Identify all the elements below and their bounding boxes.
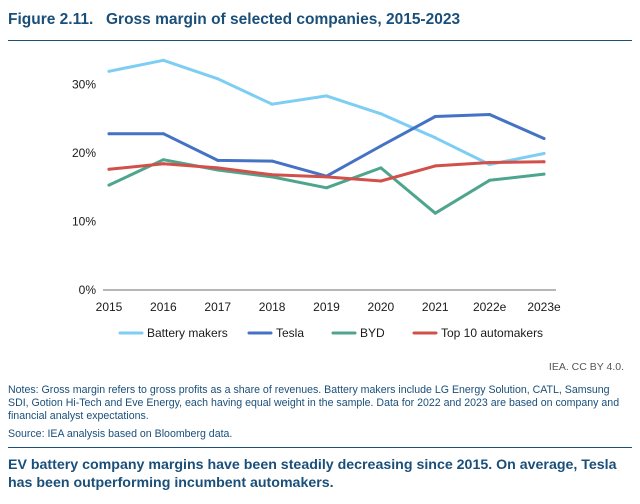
figure-number: Figure 2.11.	[8, 11, 94, 28]
x-tick-label: 2022e	[473, 300, 507, 314]
source-text: Source: IEA analysis based on Bloomberg …	[8, 428, 233, 440]
legend-label-battery-makers: Battery makers	[147, 326, 228, 340]
data-point-battery-makers	[107, 69, 111, 73]
series-layer	[107, 58, 546, 215]
data-point-battery-makers	[216, 77, 220, 81]
data-point-battery-makers	[325, 94, 328, 98]
x-tick-label: 2021	[422, 300, 449, 314]
x-tick-label: 2016	[150, 300, 177, 314]
data-point-battery-makers	[542, 152, 546, 155]
credit-text: IEA. CC BY 4.0.	[548, 361, 624, 373]
y-tick-label: 10%	[72, 214, 96, 228]
data-point-top-10-automakers	[542, 160, 546, 164]
data-point-top-10-automakers	[433, 164, 437, 168]
caption-text: EV battery company margins have been ste…	[8, 457, 617, 491]
x-tick-label: 2015	[96, 300, 123, 314]
data-point-top-10-automakers	[161, 162, 165, 166]
x-tick-label: 2023e	[527, 300, 561, 314]
data-point-battery-makers	[433, 136, 437, 140]
data-point-byd	[488, 178, 492, 182]
figure-header: Figure 2.11. Gross margin of selected com…	[8, 11, 460, 29]
chart-legend: Battery makers Tesla BYD Top 10 automakers	[118, 326, 543, 340]
data-point-tesla	[216, 158, 220, 162]
data-point-byd	[542, 172, 546, 176]
data-point-byd	[107, 183, 111, 187]
data-point-tesla	[161, 132, 165, 136]
data-point-tesla	[488, 113, 492, 116]
x-tick-label: 2017	[204, 300, 231, 314]
data-point-top-10-automakers	[379, 179, 383, 183]
data-point-byd	[433, 211, 437, 215]
line-chart: 2015 2016 2017 2018 2019 2020 2021 2022e 2023e 0%…	[72, 58, 561, 340]
data-point-tesla	[379, 144, 383, 148]
x-tick-label: 2020	[368, 300, 395, 314]
x-tick-label: 2018	[259, 300, 286, 314]
data-point-top-10-automakers	[216, 166, 220, 170]
legend-label-tesla: Tesla	[276, 326, 304, 340]
x-tick-label: 2019	[313, 300, 340, 314]
legend-label-top-10-automakers: Top 10 automakers	[441, 326, 543, 340]
y-tick-label: 0%	[79, 283, 97, 297]
series-line-tesla	[107, 113, 546, 178]
data-point-byd	[161, 158, 165, 162]
data-point-tesla	[107, 132, 111, 136]
y-tick-label: 20%	[72, 146, 96, 160]
data-point-battery-makers	[161, 58, 165, 62]
data-point-tesla	[270, 159, 274, 163]
header-divider	[8, 40, 632, 41]
data-point-tesla	[433, 115, 437, 118]
data-point-top-10-automakers	[270, 173, 274, 177]
series-line-battery-makers	[107, 58, 546, 166]
legend-label-byd: BYD	[360, 326, 385, 340]
data-point-battery-makers	[379, 112, 383, 116]
figure-title: Gross margin of selected companies, 2015…	[106, 11, 461, 28]
axis-layer: 2015 2016 2017 2018 2019 2020 2021 2022e 2023e 0%…	[72, 77, 561, 314]
notes-text: Notes: Gross margin refers to gross prof…	[8, 384, 620, 422]
data-point-top-10-automakers	[325, 175, 328, 179]
footer-divider	[8, 447, 632, 448]
data-point-tesla	[542, 137, 546, 140]
data-point-top-10-automakers	[488, 161, 492, 164]
data-point-byd	[325, 186, 328, 190]
y-tick-label: 30%	[72, 77, 96, 91]
data-point-top-10-automakers	[107, 167, 111, 171]
data-point-battery-makers	[270, 102, 274, 106]
data-point-byd	[379, 166, 383, 170]
